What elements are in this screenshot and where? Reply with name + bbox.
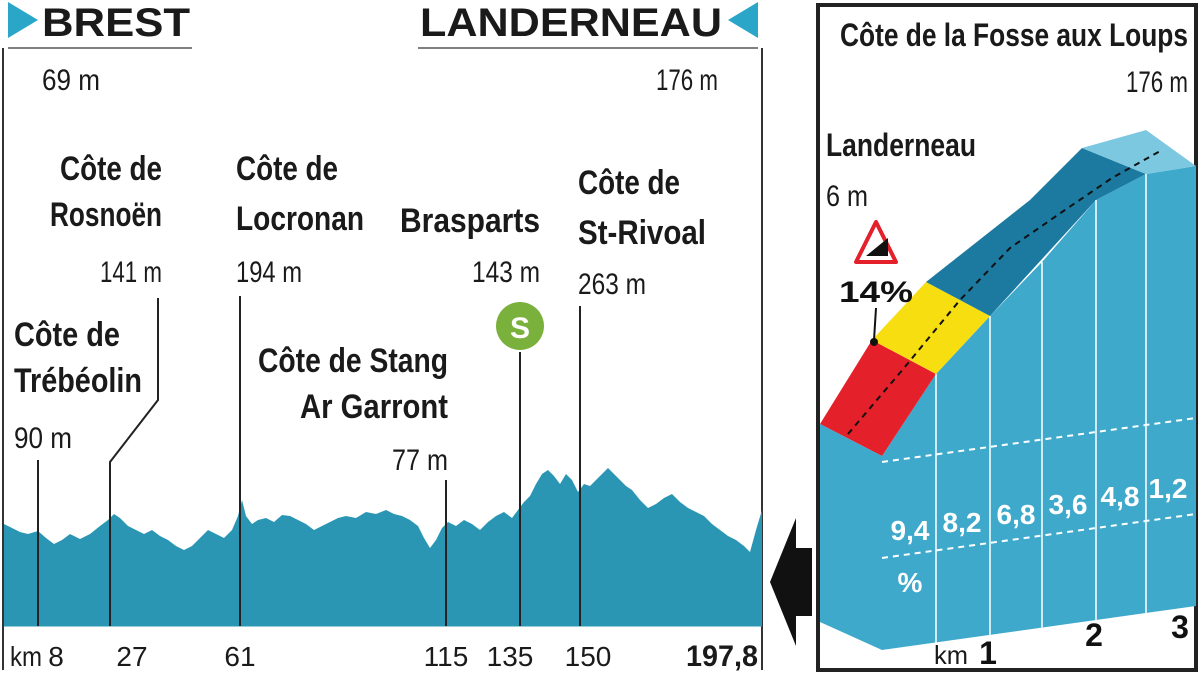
poi-rosnoen-altitude: 141 m — [100, 256, 162, 289]
km-tick-115: 115 — [424, 641, 469, 672]
poi-rosnoen: Côte de Rosnoën 141 m — [50, 150, 162, 289]
max-gradient-dot — [870, 338, 878, 346]
grid-line-lower — [881, 513, 1197, 559]
climb-block-side — [820, 424, 882, 650]
climb-segment — [926, 200, 1096, 316]
elevation-profile-area — [4, 468, 762, 626]
km-tick-8: 8 — [48, 641, 64, 672]
stage-profile: BREST 69 m LANDERNEAU 176 m Côte de Tréb… — [2, 1, 763, 673]
poi-brasparts: Brasparts 143 m S — [400, 202, 544, 350]
poi-stang-name-1: Côte de Stang — [258, 342, 448, 380]
grid-line-upper — [881, 417, 1197, 463]
poi-st-rivoal-altitude: 263 m — [578, 268, 646, 301]
poi-trebeolin-name-2: Trébéolin — [14, 362, 142, 400]
climb-gradient-label: 8,2 — [943, 507, 982, 538]
climb-km-tick-3: 3 — [1171, 609, 1189, 645]
poi-stang-altitude: 77 m — [392, 444, 448, 477]
km-tick-61: 61 — [224, 641, 255, 672]
start-altitude: 69 m — [42, 64, 100, 97]
climb-top-altitude: 176 m — [1126, 66, 1188, 99]
poi-st-rivoal-name-1: Côte de — [578, 164, 680, 202]
climb-km-tick-2: 2 — [1085, 617, 1103, 653]
finish-arrow-icon — [728, 2, 758, 38]
poi-locronan-name-1: Côte de — [236, 150, 338, 188]
climb-gradient-segments — [820, 130, 1196, 456]
climb-start-altitude: 6 m — [826, 180, 868, 213]
climb-gradient-label: 6,8 — [997, 499, 1036, 530]
poi-brasparts-altitude: 143 m — [472, 256, 540, 289]
zoom-arrow-icon — [770, 518, 812, 646]
climb-gradient-label: 9,4 — [891, 515, 930, 546]
poi-st-rivoal: Côte de St-Rivoal 263 m — [578, 164, 706, 301]
finish-name: LANDERNEAU — [420, 1, 722, 45]
poi-brasparts-name: Brasparts — [400, 202, 540, 240]
climb-km-tick-1: 1 — [979, 635, 997, 671]
steep-gradient-icon-fill — [866, 238, 888, 256]
climb-segment — [1030, 148, 1146, 200]
poi-trebeolin: Côte de Trébéolin 90 m — [14, 316, 142, 455]
total-distance-label: 197,8 — [686, 640, 758, 673]
poi-trebeolin-altitude: 90 m — [14, 422, 72, 455]
climb-block-front — [882, 166, 1196, 650]
marker-rosnoen — [109, 298, 159, 626]
gradient-unit-label: % — [898, 567, 923, 598]
finish-altitude: 176 m — [656, 64, 718, 97]
km-tick-135: 135 — [487, 641, 534, 672]
climb-gradient-labels: 9,4 8,2 6,8 3,6 4,8 1,2 — [891, 473, 1188, 546]
climb-km-unit: km — [934, 640, 968, 670]
climb-start-name: Landerneau — [826, 127, 976, 163]
poi-rosnoen-name-2: Rosnoën — [50, 196, 162, 234]
sprint-badge-label: S — [510, 312, 530, 345]
poi-st-rivoal-name-2: St-Rivoal — [578, 214, 706, 252]
climb-segment — [1082, 130, 1196, 174]
poi-locronan: Côte de Locronan 194 m — [236, 150, 364, 289]
poi-trebeolin-name-1: Côte de — [14, 316, 120, 354]
poi-rosnoen-name-1: Côte de — [60, 150, 162, 188]
poi-stang: Côte de Stang Ar Garront 77 m — [258, 342, 448, 477]
poi-locronan-altitude: 194 m — [236, 256, 302, 289]
poi-stang-name-2: Ar Garront — [300, 388, 448, 426]
sprint-badge-icon — [496, 302, 544, 350]
climb-gradient-label: 3,6 — [1049, 489, 1088, 520]
poi-locronan-name-2: Locronan — [236, 200, 364, 238]
start-name: BREST — [42, 1, 190, 45]
max-gradient-label: 14% — [839, 276, 913, 309]
max-gradient-pointer — [873, 307, 877, 341]
climb-detail-panel: Côte de la Fosse aux Loups 176 m Landern… — [816, 3, 1198, 672]
start-arrow-icon — [8, 2, 38, 38]
climb-title: Côte de la Fosse aux Loups — [840, 17, 1188, 53]
climb-gradient-label: 1,2 — [1149, 473, 1188, 504]
climb-segment — [872, 282, 990, 374]
km-unit-label: km — [10, 641, 42, 672]
climb-gradient-label: 4,8 — [1101, 481, 1140, 512]
climb-center-line — [847, 149, 1163, 435]
climb-km-dividers — [935, 174, 1147, 643]
km-tick-27: 27 — [116, 641, 147, 672]
km-tick-150: 150 — [565, 641, 612, 672]
